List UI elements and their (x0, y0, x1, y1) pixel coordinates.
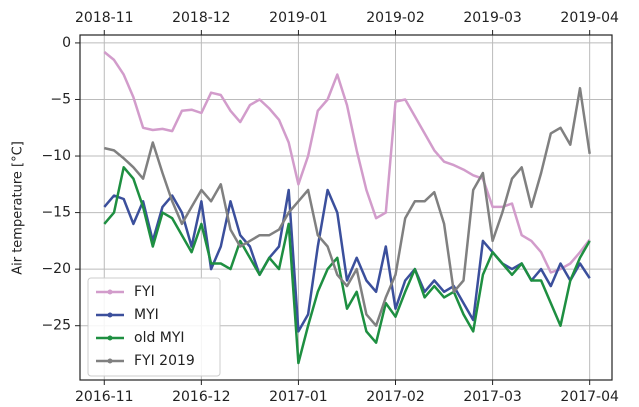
line (103, 51, 591, 274)
x-tick-label: 2017-01 (269, 389, 328, 405)
y-tick-label: −15 (41, 205, 71, 221)
x-tick-label: 2017-02 (366, 389, 425, 405)
x2-tick-label: 2019-02 (366, 10, 425, 26)
y-tick-label: −25 (41, 318, 71, 334)
legend-label: FYI 2019 (134, 353, 195, 369)
legend-box (87, 277, 221, 377)
plot-frame (79, 34, 613, 381)
x2-tick-label: 2019-04 (560, 10, 619, 26)
x2-tick-label: 2018-11 (75, 10, 134, 26)
legend-label: FYI (134, 284, 155, 300)
line (104, 86, 591, 327)
legend-marker (107, 289, 113, 295)
line (103, 166, 591, 365)
line (103, 188, 591, 333)
legend-marker (107, 312, 113, 318)
x-tick-label: 2017-03 (463, 389, 522, 405)
legend-marker (107, 335, 113, 341)
x-tick-label: 2017-04 (560, 389, 619, 405)
legend-label: old MYI (134, 330, 185, 346)
legend-marker (107, 358, 113, 364)
y-axis-label: Air temperature [°C] (11, 141, 26, 275)
x2-tick-label: 2019-01 (269, 10, 328, 26)
x2-tick-label: 2019-03 (463, 10, 522, 26)
x2-tick-label: 2018-12 (172, 10, 231, 26)
y-tick-label: −10 (41, 148, 71, 164)
y-tick-label: −5 (50, 91, 71, 107)
y-tick-label: −20 (41, 261, 71, 277)
y-tick-label: 0 (62, 35, 71, 51)
legend-label: MYI (134, 307, 159, 323)
x-tick-label: 2016-11 (75, 389, 134, 405)
x-tick-label: 2016-12 (172, 389, 231, 405)
legend: FYI MYI old MYI FYI 2019 (87, 277, 221, 377)
